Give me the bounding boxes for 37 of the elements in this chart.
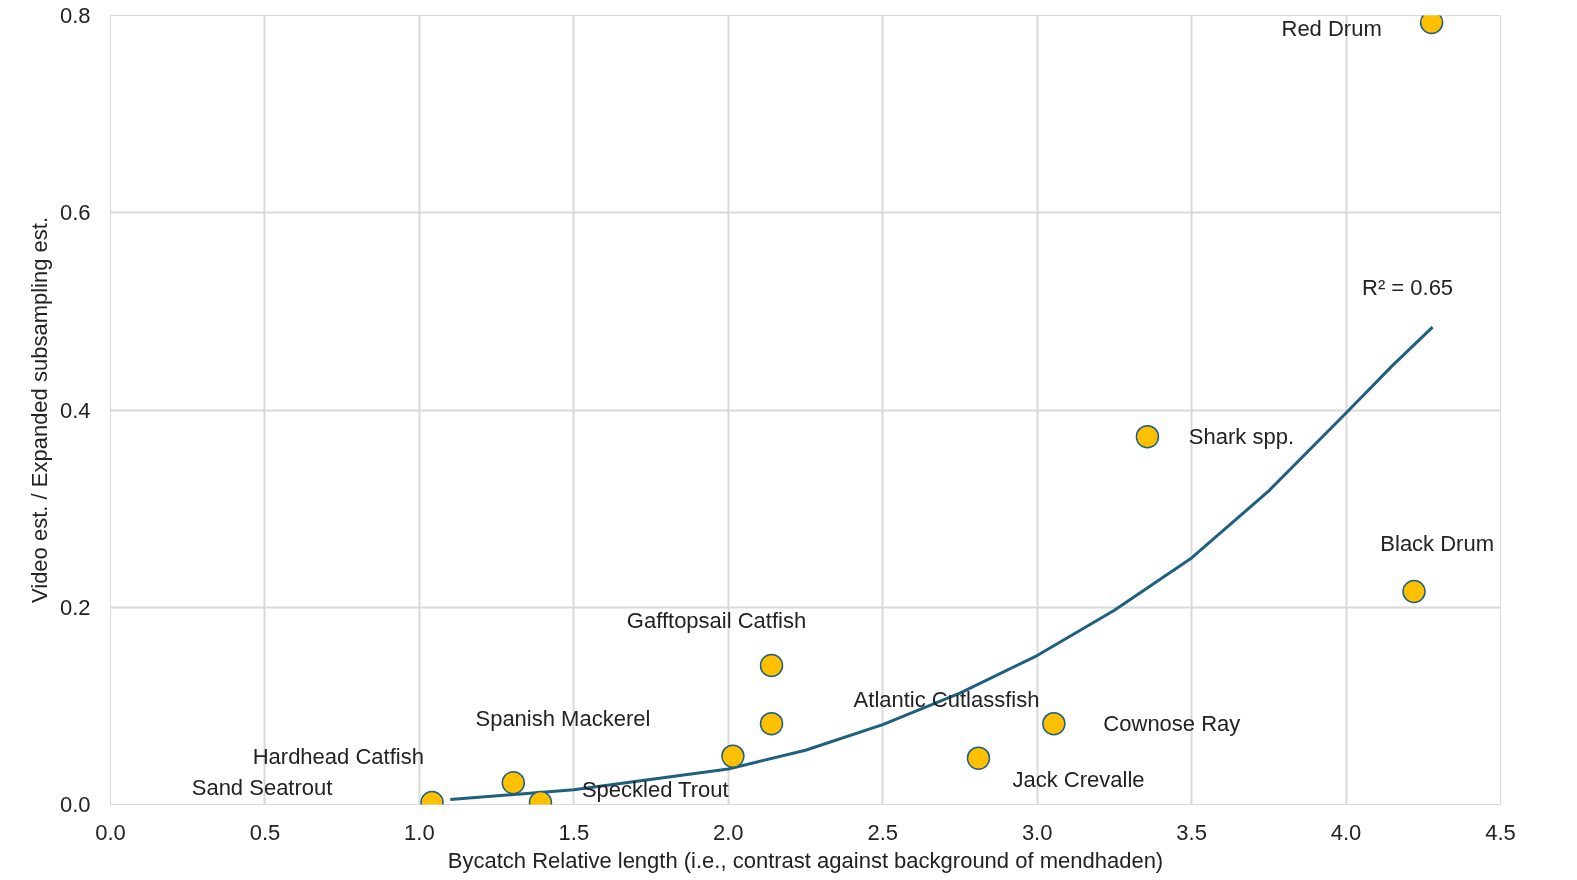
point	[759, 711, 784, 736]
annotation: R² = 0.65	[1361, 274, 1454, 300]
x-tick-label: 0.0	[95, 819, 126, 845]
x-axis-title: Bycatch Relative length (i.e., contrast against background of mendhaden)	[447, 847, 1164, 873]
annotation: Cownose Ray	[1103, 711, 1241, 737]
line-series	[448, 325, 1435, 802]
annotation: Hardhead Catfish	[252, 744, 424, 770]
point	[721, 744, 745, 768]
x-tick-label: 1.5	[558, 819, 590, 845]
annotation: Shark spp.	[1188, 424, 1295, 450]
annotation: Sand Seatrout	[191, 775, 333, 801]
annotation: Gafftopsail Catfish	[626, 607, 807, 633]
x-tick-label: 2.5	[867, 819, 899, 845]
y-tick-label: 0.6	[59, 200, 91, 226]
y-axis-title: Video est. / Expanded subsampling est.	[26, 216, 52, 604]
x-tick-label: 3.5	[1176, 819, 1207, 845]
annotation: Spanish Mackerel	[475, 705, 651, 731]
annotation: Speckled Trout	[581, 777, 729, 803]
y-tick-label: 0.0	[59, 792, 91, 817]
x-tick-label: 4.0	[1330, 819, 1362, 845]
y-tick-label: 0.8	[59, 3, 91, 28]
point	[966, 746, 991, 770]
x-tick-label: 0.5	[249, 819, 281, 845]
annotation: Jack Crevalle	[1012, 766, 1145, 792]
x-tick-label: 1.0	[404, 819, 435, 845]
annotation: Red Drum	[1281, 15, 1382, 41]
y-tick-label: 0.4	[59, 397, 91, 423]
x-tick-label: 4.5	[1485, 819, 1516, 845]
y-tick-label: 0.2	[59, 594, 91, 620]
point	[1042, 711, 1066, 736]
point	[1135, 424, 1160, 449]
point	[501, 771, 526, 795]
annotation: Black Drum	[1380, 530, 1495, 556]
x-tick-label: 2.0	[712, 819, 744, 845]
x-tick-label: 3.0	[1021, 819, 1053, 845]
point	[1402, 579, 1426, 604]
point	[759, 653, 784, 678]
